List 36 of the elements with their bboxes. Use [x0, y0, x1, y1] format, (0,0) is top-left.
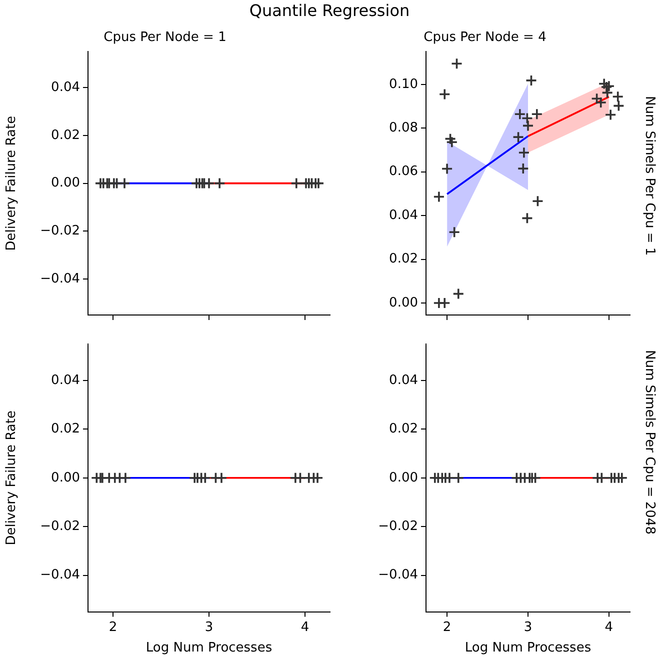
y-tick-label: 0.04 [51, 80, 80, 95]
chart-title: Cpus Per Node = 4 [424, 30, 546, 46]
x-tick-label: 4 [604, 620, 614, 635]
y2-axis-title: Num Simels Per Cpu = 2048 [642, 350, 657, 534]
x-tick-label: 3 [204, 620, 214, 635]
x-tick-label: 2 [442, 620, 452, 635]
y-tick-label: 0.06 [389, 164, 418, 180]
y-tick-label: −0.04 [40, 568, 80, 583]
y-tick-label: 0.08 [389, 120, 418, 136]
y-tick-label: 0.04 [51, 372, 80, 388]
y-tick-label: 0.00 [51, 176, 80, 191]
y-tick-label: −0.04 [40, 271, 80, 286]
y2-axis-title: Num Simels Per Cpu = 1 [642, 96, 657, 256]
y-tick-label: −0.02 [378, 518, 418, 534]
y-axis-title: Delivery Failure Rate [4, 410, 20, 546]
y-tick-label: 0.02 [51, 422, 80, 437]
y-tick-label: 0.04 [389, 208, 418, 223]
y-tick-label: 0.10 [389, 76, 418, 92]
x-axis-title: Log Num Processes [146, 640, 272, 656]
y-tick-label: 0.02 [389, 422, 418, 437]
y-tick-label: −0.02 [40, 224, 80, 239]
x-tick-label: 3 [524, 620, 532, 635]
y-tick-label: 0.02 [51, 128, 80, 143]
text: Quantile Regression [248, 1, 411, 20]
y-tick-label: 0.00 [51, 470, 80, 486]
chart-title: Cpus Per Node = 1 [104, 30, 226, 46]
y-tick-label: 0.04 [389, 372, 418, 388]
y-tick-label: −0.02 [40, 518, 80, 534]
y-tick-label: 0.00 [389, 295, 418, 310]
x-tick-label: 2 [108, 620, 118, 635]
y-tick-label: 0.02 [389, 252, 418, 267]
y-tick-label: −0.04 [378, 568, 418, 583]
y-axis-title: Delivery Failure Rate [4, 116, 20, 251]
x-axis-title: Log Num Processes [464, 640, 592, 656]
y-tick-label: 0.00 [389, 470, 418, 486]
x-tick-label: 4 [300, 620, 310, 635]
